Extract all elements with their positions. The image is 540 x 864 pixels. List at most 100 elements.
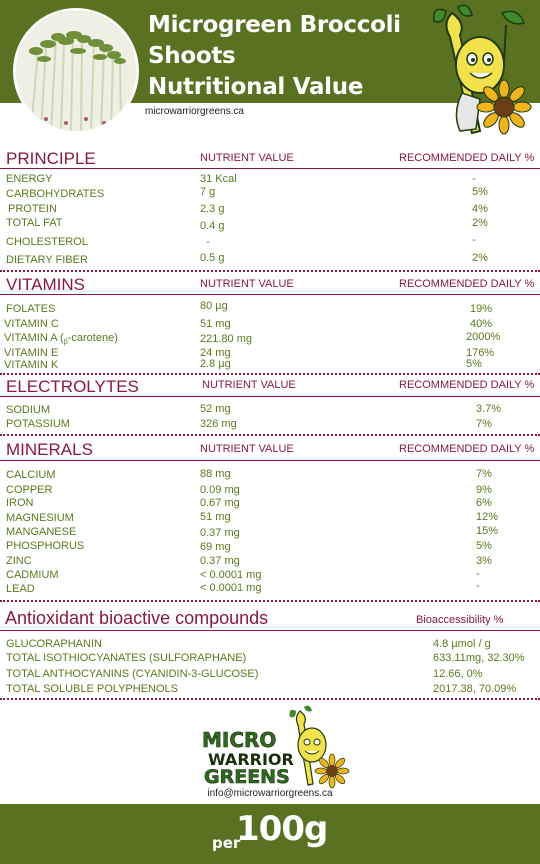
principle-row-name: TOTAL FAT bbox=[6, 217, 63, 229]
principle-col-value: NUTRIENT VALUE bbox=[200, 152, 294, 164]
minerals-rule bbox=[0, 460, 540, 461]
minerals-row-rdi: 5% bbox=[476, 540, 492, 552]
electrolytes-row-name: POTASSIUM bbox=[6, 418, 70, 430]
electrolytes-row-value: 326 mg bbox=[200, 418, 237, 430]
minerals-col-value: NUTRIENT VALUE bbox=[200, 443, 294, 455]
minerals-row-rdi: 7% bbox=[476, 468, 492, 480]
antioxidants-row-name: TOTAL SOLUBLE POLYPHENOLS bbox=[6, 683, 178, 695]
vitamins-row-value: 221.80 mg bbox=[200, 333, 252, 345]
minerals-row-name: LEAD bbox=[6, 583, 35, 595]
section-divider bbox=[0, 373, 540, 375]
per-label: per bbox=[212, 834, 241, 852]
principle-col-rdi: RECOMMENDED DAILY % bbox=[399, 152, 535, 164]
section-divider bbox=[0, 698, 540, 700]
antioxidants-rule bbox=[0, 630, 540, 631]
antioxidants-row-name: TOTAL ISOTHIOCYANATES (SULFORAPHANE) bbox=[6, 652, 247, 664]
minerals-row-name: IRON bbox=[6, 497, 34, 509]
principle-row-name: DIETARY FIBER bbox=[6, 254, 88, 266]
logo-line-micro: MICRO bbox=[202, 728, 276, 752]
minerals-row-rdi: - bbox=[476, 568, 480, 580]
beta-symbol: β bbox=[63, 339, 68, 347]
title-line-2: Shoots bbox=[148, 43, 236, 69]
minerals-row-name: CADMIUM bbox=[6, 569, 59, 581]
footer-band bbox=[0, 804, 540, 864]
vitamins-row-name: FOLATES bbox=[6, 303, 56, 315]
minerals-row-rdi: 9% bbox=[476, 484, 492, 496]
vitamins-row-value: 2.8 µg bbox=[200, 358, 231, 370]
principle-row-value: - bbox=[206, 236, 210, 248]
minerals-row-value: 0.37 mg bbox=[200, 527, 240, 539]
vitamin-a-label-tail: -carotene) bbox=[67, 332, 118, 344]
principle-row-value: 31 Kcal bbox=[200, 173, 237, 185]
logo-line-greens: GREENS bbox=[204, 766, 290, 788]
sunflower-icon bbox=[314, 753, 350, 789]
vitamins-row-value: 80 µg bbox=[200, 300, 228, 312]
minerals-row-rdi: 3% bbox=[476, 555, 492, 567]
minerals-row-rdi: 6% bbox=[476, 497, 492, 509]
logo-line-warrior: WARRIOR bbox=[208, 750, 294, 769]
antioxidants-row-value: 12.66, 0% bbox=[433, 668, 483, 680]
antioxidants-row-value: 4.8 µmol / g bbox=[433, 638, 491, 650]
principle-rule bbox=[0, 168, 540, 169]
title-line-1: Microgreen Broccoli bbox=[148, 12, 401, 38]
antioxidants-row-name: GLUCORAPHANIN bbox=[6, 638, 102, 650]
section-divider bbox=[0, 434, 540, 436]
serving-amount: 100g bbox=[236, 809, 328, 849]
principle-row-name: CHOLESTEROL bbox=[6, 236, 88, 248]
minerals-row-value: 0.37 mg bbox=[200, 555, 240, 567]
electrolytes-row-value: 52 mg bbox=[200, 403, 231, 415]
minerals-row-name: MAGNESIUM bbox=[6, 512, 74, 524]
minerals-row-rdi: - bbox=[476, 580, 480, 592]
principle-row-name: ENERGY bbox=[6, 173, 53, 185]
principle-row-name: CARBOHYDRATES bbox=[6, 188, 105, 200]
electrolytes-rule bbox=[0, 396, 540, 397]
principle-row-rdi: 2% bbox=[472, 252, 488, 264]
vitamins-row-rdi: 2000% bbox=[466, 331, 501, 343]
antioxidants-row-name: TOTAL ANTHOCYANINS (CYANIDIN-3-GLUCOSE) bbox=[6, 668, 259, 680]
minerals-row-value: < 0.0001 mg bbox=[200, 569, 262, 581]
antioxidants-col-bioaccessibility: Bioaccessibility % bbox=[416, 614, 504, 626]
website-url: microwarriorgreens.ca bbox=[145, 106, 244, 117]
principle-row-rdi: - bbox=[472, 173, 476, 185]
warrior-mascot-icon bbox=[289, 705, 327, 786]
vitamin-a-label: VITAMIN A ( bbox=[4, 332, 64, 344]
electrolytes-col-rdi: RECOMMENDED DAILY % bbox=[399, 379, 535, 391]
minerals-row-name: PHOSPHORUS bbox=[6, 540, 85, 552]
vitamins-row-rdi: 5% bbox=[466, 358, 482, 370]
vitamins-rule bbox=[0, 294, 540, 295]
minerals-row-rdi: 15% bbox=[476, 525, 499, 537]
minerals-row-value: 69 mg bbox=[200, 541, 231, 553]
vitamins-col-rdi: RECOMMENDED DAILY % bbox=[399, 278, 535, 290]
antioxidants-row-value: 2017.38, 70.09% bbox=[433, 683, 517, 695]
minerals-row-name: MANGANESE bbox=[6, 526, 77, 538]
minerals-row-name: ZINC bbox=[6, 555, 32, 567]
principle-row-value: 0.5 g bbox=[200, 252, 225, 264]
principle-row-rdi: 4% bbox=[472, 203, 488, 215]
vitamins-row-rdi: 19% bbox=[470, 303, 493, 315]
minerals-row-name: CALCIUM bbox=[6, 469, 56, 481]
vitamins-row-name: VITAMIN E bbox=[4, 347, 59, 359]
principle-row-value: 2.3 g bbox=[200, 203, 225, 215]
vitamins-row-name-vitamin-a: VITAMIN A (β-carotene) bbox=[4, 332, 118, 346]
section-title-vitamins: VITAMINS bbox=[6, 275, 86, 294]
micro-warrior-greens-logo: MICRO WARRIOR GREENS bbox=[200, 705, 350, 790]
vitamins-row-value: 24 mg bbox=[200, 347, 231, 359]
electrolytes-row-rdi: 7% bbox=[476, 418, 492, 430]
vitamins-row-name: VITAMIN K bbox=[4, 359, 59, 371]
section-title-minerals: MINERALS bbox=[6, 440, 93, 459]
electrolytes-col-value: NUTRIENT VALUE bbox=[202, 379, 296, 391]
section-title-principle: PRINCIPLE bbox=[6, 149, 96, 168]
antioxidants-row-value: 633.11mg, 32.30% bbox=[433, 652, 525, 664]
vitamins-row-name: VITAMIN C bbox=[4, 318, 59, 330]
section-title-electrolytes: ELECTROLYTES bbox=[6, 377, 139, 396]
minerals-row-value: 88 mg bbox=[200, 468, 231, 480]
minerals-row-rdi: 12% bbox=[476, 511, 499, 523]
principle-row-rdi: 2% bbox=[472, 217, 488, 229]
vitamins-row-rdi: 176% bbox=[466, 347, 495, 359]
contact-email: info@microwarriorgreens.ca bbox=[207, 788, 333, 799]
section-divider bbox=[0, 270, 540, 272]
electrolytes-row-name: SODIUM bbox=[6, 404, 50, 416]
warrior-mascot-icon bbox=[432, 3, 532, 141]
section-divider bbox=[0, 600, 540, 602]
page-title: Microgreen Broccoli Shoots Nutritional V… bbox=[148, 10, 401, 103]
